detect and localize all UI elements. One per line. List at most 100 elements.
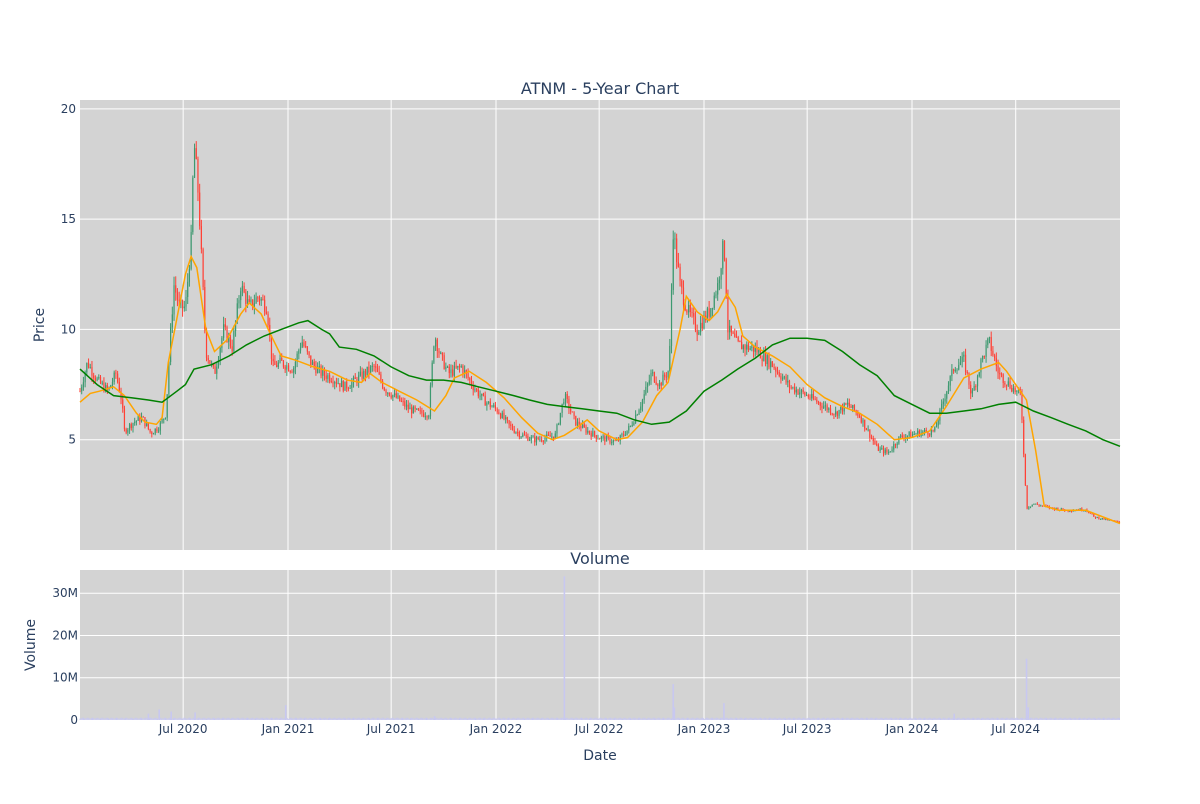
- volume-bar: [118, 718, 120, 720]
- volume-bar: [331, 718, 333, 720]
- volume-bar: [1040, 717, 1042, 720]
- candle-body: [987, 338, 989, 345]
- candle-body: [405, 404, 408, 407]
- candle-body: [224, 324, 226, 328]
- candle-body: [176, 292, 179, 300]
- candle-body: [908, 432, 910, 436]
- volume-bar: [777, 718, 779, 720]
- candle-body: [951, 369, 953, 377]
- candle-body: [424, 416, 426, 418]
- volume-bar: [900, 717, 902, 720]
- candle-body: [1070, 511, 1073, 513]
- volume-bar: [927, 718, 929, 720]
- volume-bar: [269, 718, 271, 720]
- volume-bar: [1014, 718, 1016, 720]
- volume-bar: [904, 717, 906, 720]
- candle-body: [1014, 387, 1016, 393]
- volume-bar: [933, 717, 935, 720]
- volume-bar: [745, 717, 747, 720]
- candle-body: [599, 438, 601, 440]
- volume-bar: [665, 718, 667, 720]
- volume-bar: [517, 717, 519, 720]
- volume-bar: [525, 718, 527, 720]
- volume-bar: [286, 718, 288, 720]
- candle-body: [600, 436, 603, 440]
- candle-body: [277, 362, 279, 367]
- candle-body: [881, 448, 883, 450]
- candle-body: [776, 371, 779, 373]
- volume-bar: [500, 718, 502, 720]
- volume-bar: [990, 718, 992, 720]
- volume-bar: [1075, 718, 1077, 720]
- candle-body: [838, 409, 840, 416]
- candle-body: [381, 381, 384, 388]
- candle-body: [440, 352, 442, 354]
- volume-bar: [510, 718, 512, 720]
- volume-bar: [854, 718, 856, 720]
- volume-bar: [574, 718, 576, 720]
- candle-body: [850, 406, 852, 408]
- volume-bar: [128, 718, 130, 720]
- volume-bar: [609, 717, 611, 720]
- volume-bar: [571, 717, 573, 720]
- volume-bar: [508, 717, 510, 720]
- volume-bar: [1087, 718, 1089, 720]
- volume-bar: [474, 717, 476, 720]
- volume-bar: [198, 717, 200, 720]
- candle-body: [925, 430, 927, 433]
- volume-bar: [603, 717, 605, 720]
- candle-body: [563, 402, 565, 404]
- volume-bar: [237, 717, 239, 720]
- candle-body: [306, 346, 308, 352]
- candle-body: [657, 384, 659, 387]
- volume-bar: [184, 717, 186, 720]
- candle-body: [347, 388, 350, 390]
- volume-bar: [1110, 718, 1112, 720]
- volume-bar: [462, 718, 464, 720]
- candle-body: [496, 408, 498, 413]
- volume-bar: [1090, 718, 1092, 720]
- volume-bar: [1069, 717, 1071, 720]
- volume-bar: [649, 717, 651, 720]
- candle-body: [443, 355, 445, 369]
- volume-bar: [138, 718, 140, 720]
- candle-body: [387, 392, 389, 394]
- volume-bar: [297, 718, 299, 720]
- volume-bar: [1098, 717, 1100, 720]
- volume-bar: [947, 717, 949, 720]
- volume-bar: [278, 718, 280, 720]
- volume-bar: [117, 717, 119, 720]
- volume-bar: [876, 717, 878, 720]
- candle-body: [698, 332, 700, 335]
- candle-body: [953, 369, 955, 372]
- volume-bar: [317, 718, 319, 720]
- candle-body: [246, 299, 249, 304]
- volume-bar: [272, 717, 274, 720]
- volume-bar: [792, 717, 794, 720]
- candle-body: [346, 381, 348, 389]
- volume-bar: [992, 717, 994, 720]
- volume-bar: [669, 718, 671, 720]
- volume-bar: [575, 717, 577, 720]
- volume-bar: [880, 717, 882, 720]
- candle-body: [510, 424, 512, 426]
- volume-bar: [647, 718, 649, 720]
- candle-body: [836, 411, 838, 416]
- candle-body: [715, 294, 717, 296]
- volume-bar: [608, 718, 610, 720]
- volume-bar: [715, 717, 717, 720]
- candle-body: [889, 451, 891, 453]
- candle-body: [730, 325, 732, 333]
- candle-body: [438, 350, 440, 354]
- volume-bar: [283, 718, 285, 720]
- volume-bar: [600, 717, 602, 720]
- volume-bar: [806, 718, 808, 720]
- volume-bar: [898, 717, 900, 720]
- candle-body: [508, 420, 510, 425]
- volume-bar: [1097, 717, 1099, 720]
- volume-bar: [90, 717, 92, 720]
- volume-bar: [318, 717, 320, 720]
- volume-bar: [970, 718, 972, 720]
- candle-body: [684, 304, 686, 311]
- volume-bar: [1074, 717, 1076, 720]
